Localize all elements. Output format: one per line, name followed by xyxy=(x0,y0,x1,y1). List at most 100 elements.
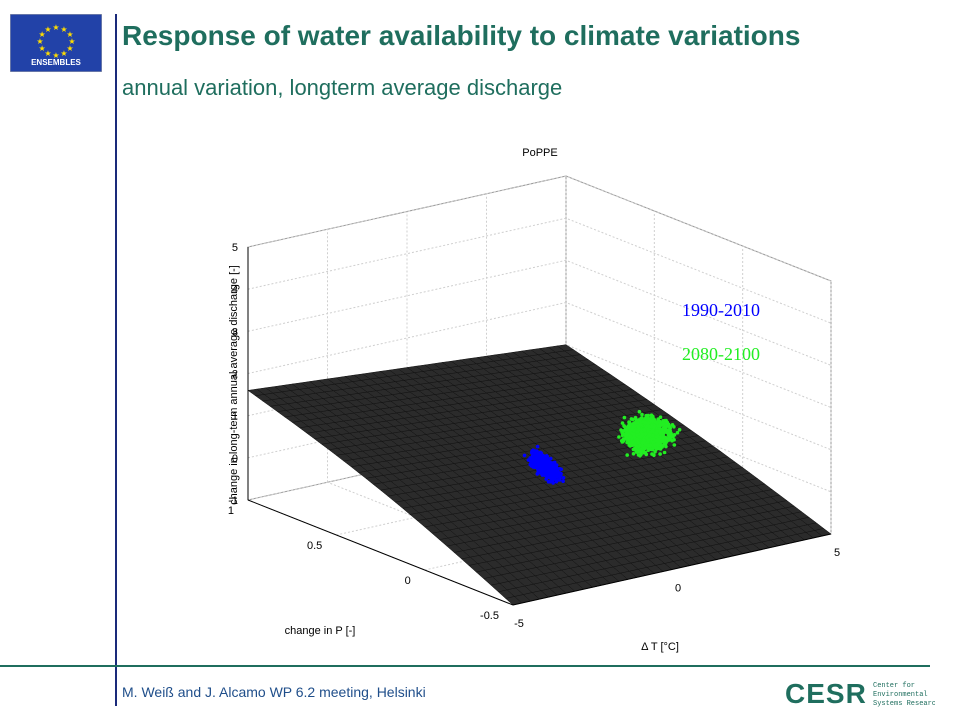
data-point xyxy=(650,452,654,456)
data-point xyxy=(644,442,648,446)
data-point xyxy=(646,448,650,453)
logo-star-icon: ★ xyxy=(36,37,43,46)
y-tick-label: 1 xyxy=(228,505,234,517)
data-point xyxy=(630,427,635,432)
cesr-tagline-1: Center for xyxy=(873,682,915,690)
logo-star-icon: ★ xyxy=(66,44,73,53)
logo-star-icon: ★ xyxy=(60,25,67,34)
data-point xyxy=(649,447,653,452)
data-point xyxy=(629,417,634,421)
data-point xyxy=(652,443,657,448)
data-point xyxy=(671,433,675,438)
data-point xyxy=(634,450,639,454)
data-point xyxy=(549,463,553,467)
data-point xyxy=(658,435,663,440)
logo-star-icon: ★ xyxy=(68,37,75,46)
data-point xyxy=(550,474,554,479)
data-point xyxy=(672,425,676,429)
data-point xyxy=(631,452,636,456)
data-point xyxy=(536,470,540,475)
data-point xyxy=(628,435,632,439)
data-point xyxy=(637,427,642,432)
z-axis-label: change in long-term annual average disch… xyxy=(228,265,240,505)
data-point xyxy=(561,476,566,480)
data-point xyxy=(538,463,543,468)
data-point xyxy=(630,443,635,448)
logo-star-icon: ★ xyxy=(52,23,59,32)
z-tick-label: 4 xyxy=(232,284,238,296)
data-point xyxy=(649,424,654,429)
data-point xyxy=(544,477,548,481)
data-point xyxy=(553,470,558,475)
series-1990-2010 xyxy=(522,444,566,485)
data-point xyxy=(646,420,651,425)
data-point xyxy=(627,421,632,426)
data-point xyxy=(555,472,559,477)
x-tick-label: -5 xyxy=(514,618,524,630)
data-point xyxy=(647,417,652,422)
data-point xyxy=(639,430,644,434)
data-point xyxy=(672,443,677,447)
data-point xyxy=(658,430,662,435)
data-point xyxy=(634,437,639,442)
data-point xyxy=(650,419,655,423)
ensembles-logo: ★ ★★★★★★★★★★★ ENSEMBLES xyxy=(10,14,102,72)
data-point xyxy=(630,422,635,426)
data-point xyxy=(638,423,643,427)
x-axis-label: Δ T [°C] xyxy=(641,641,679,653)
data-point xyxy=(639,450,643,454)
data-point xyxy=(621,431,625,436)
data-point xyxy=(622,415,627,420)
data-point xyxy=(533,465,538,470)
data-point xyxy=(561,479,565,484)
cesr-tagline-2: Environmental xyxy=(873,691,928,699)
page-subtitle: annual variation, longterm average disch… xyxy=(122,75,563,100)
data-point xyxy=(646,438,650,443)
data-point xyxy=(656,424,661,428)
data-point xyxy=(665,424,670,428)
data-point xyxy=(666,437,670,441)
data-point xyxy=(660,444,664,448)
logo-text: ENSEMBLES xyxy=(31,58,81,67)
data-point xyxy=(645,435,649,440)
vertical-rule xyxy=(115,14,117,706)
data-point xyxy=(641,439,646,444)
data-point xyxy=(656,417,660,422)
data-point xyxy=(617,435,621,439)
logo-star-icon: ★ xyxy=(52,51,59,60)
data-point xyxy=(529,461,534,466)
data-point xyxy=(661,435,665,440)
logo-star-icon: ★ xyxy=(39,44,46,53)
z-tick-label: 1 xyxy=(232,411,238,423)
data-point xyxy=(640,412,644,417)
data-point xyxy=(557,478,562,482)
data-point xyxy=(633,447,638,452)
data-point xyxy=(631,440,635,445)
z-tick-label: 2 xyxy=(232,369,238,381)
data-point xyxy=(535,444,540,449)
data-point xyxy=(658,452,662,456)
data-point xyxy=(635,421,640,425)
legend-1990-2010: 1990-2010 xyxy=(682,300,760,320)
logo-star-icon: ★ xyxy=(60,49,67,58)
data-point xyxy=(650,437,654,441)
data-point xyxy=(620,421,625,425)
data-point xyxy=(670,438,674,443)
data-point xyxy=(546,461,550,465)
data-point xyxy=(651,428,655,433)
data-point xyxy=(641,432,646,437)
data-point xyxy=(651,440,656,445)
logo-star-icon: ★ xyxy=(66,30,73,39)
y-axis-label: change in P [-] xyxy=(285,625,356,637)
data-point xyxy=(675,430,680,435)
x-tick-label: 0 xyxy=(675,583,681,595)
data-point xyxy=(642,428,647,432)
data-point xyxy=(545,474,549,479)
data-point xyxy=(522,453,527,458)
data-point xyxy=(546,457,550,462)
z-tick-label: 5 xyxy=(232,242,238,254)
chart-title: PoPPE xyxy=(522,147,557,159)
data-point xyxy=(533,454,537,459)
data-point xyxy=(546,471,550,475)
